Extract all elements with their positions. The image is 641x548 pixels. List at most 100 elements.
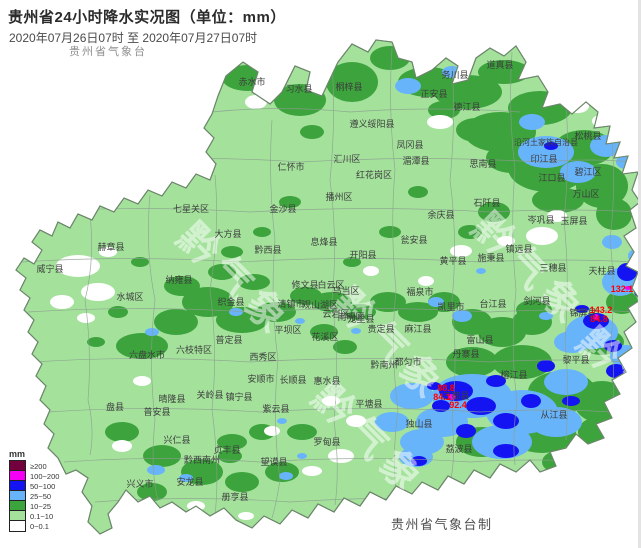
province-border	[15, 39, 641, 535]
rain-blob-25-50	[375, 412, 409, 432]
county-label: 仁怀市	[277, 161, 304, 172]
county-label: 汇川区	[333, 154, 360, 164]
county-label: 三都县	[442, 391, 469, 401]
rain-blob-10-25	[238, 274, 270, 290]
rain-blob-50-100	[562, 396, 580, 406]
rain-blob-25-50	[476, 268, 486, 274]
county-label: 黔南州	[370, 359, 397, 370]
county-label: 锦屏县	[569, 307, 596, 318]
rain-blob-25-50	[602, 235, 622, 249]
rain-blob-10-25	[217, 434, 247, 450]
rain-blob-10-25	[446, 347, 498, 377]
county-label: 习水县	[285, 83, 312, 94]
county-label: 镇远县	[505, 243, 532, 254]
rain-blob-25-50	[560, 161, 596, 183]
rain-blob-0-0.1	[133, 376, 151, 386]
rain-blob-25-50	[395, 78, 421, 94]
county-border-line	[209, 174, 218, 516]
rain-blob-50-100	[544, 142, 558, 150]
county-label: 花溪区	[311, 331, 338, 342]
rain-blob-10-25	[279, 196, 301, 208]
county-label: 七星关区	[173, 203, 209, 214]
rain-blob-25-50	[279, 472, 293, 480]
rain-blob-25-50	[390, 383, 434, 409]
rain-blob-0-0.1	[346, 415, 366, 427]
county-label: 正安县	[420, 88, 447, 99]
county-label: 修文县	[291, 279, 318, 290]
rain-blob-10-25	[300, 125, 324, 139]
rain-blob-25-50	[518, 136, 574, 168]
rain-blob-10-25	[379, 226, 401, 238]
county-label: 德江县	[453, 101, 480, 112]
rain-blob-50-100	[432, 400, 450, 412]
county-label: 道真县	[486, 59, 513, 70]
date-range: 2020年07月26日07时 至 2020年07月27日07时	[9, 31, 258, 45]
rain-blob-10-25	[87, 337, 105, 347]
county-label: 云岩区	[322, 308, 349, 319]
rain-blob-10-25	[434, 75, 502, 109]
rain-blob-10-25	[478, 60, 530, 84]
rain-blob-0-0.1	[567, 99, 589, 113]
rain-blob-50-100	[466, 397, 496, 415]
county-label: 播州区	[325, 191, 352, 202]
county-label: 施秉县	[477, 252, 504, 263]
county-label: 玉屏县	[560, 216, 587, 226]
county-label: 六枝特区	[176, 344, 212, 355]
county-label: 麻江县	[404, 323, 431, 334]
county-label: 石阡县	[473, 198, 500, 208]
county-label: 三穗县	[539, 262, 566, 273]
rain-blob-10-25	[333, 340, 357, 354]
map-credit: 贵州省气象台制	[391, 517, 493, 532]
rain-blob-50-100	[493, 413, 519, 429]
legend-label: 0~0.1	[30, 521, 49, 531]
county-label: 贵定县	[367, 323, 394, 334]
legend-label: ≥200	[30, 461, 47, 471]
county-label: 乌当区	[332, 285, 359, 296]
rain-blob-10-25	[287, 424, 317, 440]
rain-blob-10-25	[343, 257, 361, 267]
county-label: 册亨县	[221, 491, 248, 502]
county-border-line	[63, 458, 601, 463]
rain-blob-10-25	[218, 449, 242, 463]
legend-row: 0~0.1	[9, 519, 59, 532]
county-label: 金沙县	[269, 203, 296, 214]
rain-blob-25-50	[554, 331, 590, 353]
rain-blob-0-0.1	[56, 255, 100, 277]
county-border-line	[609, 141, 615, 416]
county-label: 天柱县	[588, 265, 615, 276]
county-label: 碧江区	[574, 166, 601, 177]
rain-blob-0-0.1	[363, 266, 379, 276]
rain-blob-0-0.1	[450, 245, 472, 257]
county-label: 安顺市	[247, 373, 274, 384]
county-border-line	[47, 408, 611, 413]
rain-blob-50-100	[439, 381, 473, 401]
rain-blob-0-0.1	[81, 283, 115, 301]
county-label: 普定县	[215, 334, 242, 345]
rain-blob-10-25	[131, 257, 149, 267]
county-label: 桐梓县	[335, 81, 362, 92]
rain-blob-10-25	[154, 309, 198, 335]
rain-blob-50-100	[521, 394, 541, 408]
county-label: 水城区	[116, 291, 143, 302]
county-label: 红花岗区	[356, 169, 392, 180]
county-border-line	[33, 358, 627, 363]
rain-blob-25-50	[544, 369, 588, 395]
county-label: 黔西南州	[184, 454, 220, 465]
county-label: 丹寨县	[452, 348, 479, 359]
rain-blob-10-25	[108, 306, 128, 318]
station-rainfall-value: 88.8	[437, 383, 455, 393]
rain-blob-0-0.1	[238, 512, 254, 520]
rain-blob-10-25	[164, 276, 200, 296]
legend-label: 50~100	[30, 481, 56, 491]
county-label: 务川县	[441, 69, 468, 80]
county-label: 岑巩县	[527, 214, 554, 225]
county-label: 观山湖区	[302, 300, 338, 310]
county-label: 赤水市	[238, 76, 265, 87]
county-label: 独山县	[405, 418, 432, 429]
county-label: 黎平县	[562, 354, 589, 365]
rain-blob-0-0.1	[112, 440, 132, 452]
legend-label: 10~25	[30, 501, 52, 511]
legend-label: 0.1~10	[30, 511, 54, 521]
county-label: 思南县	[469, 158, 496, 169]
